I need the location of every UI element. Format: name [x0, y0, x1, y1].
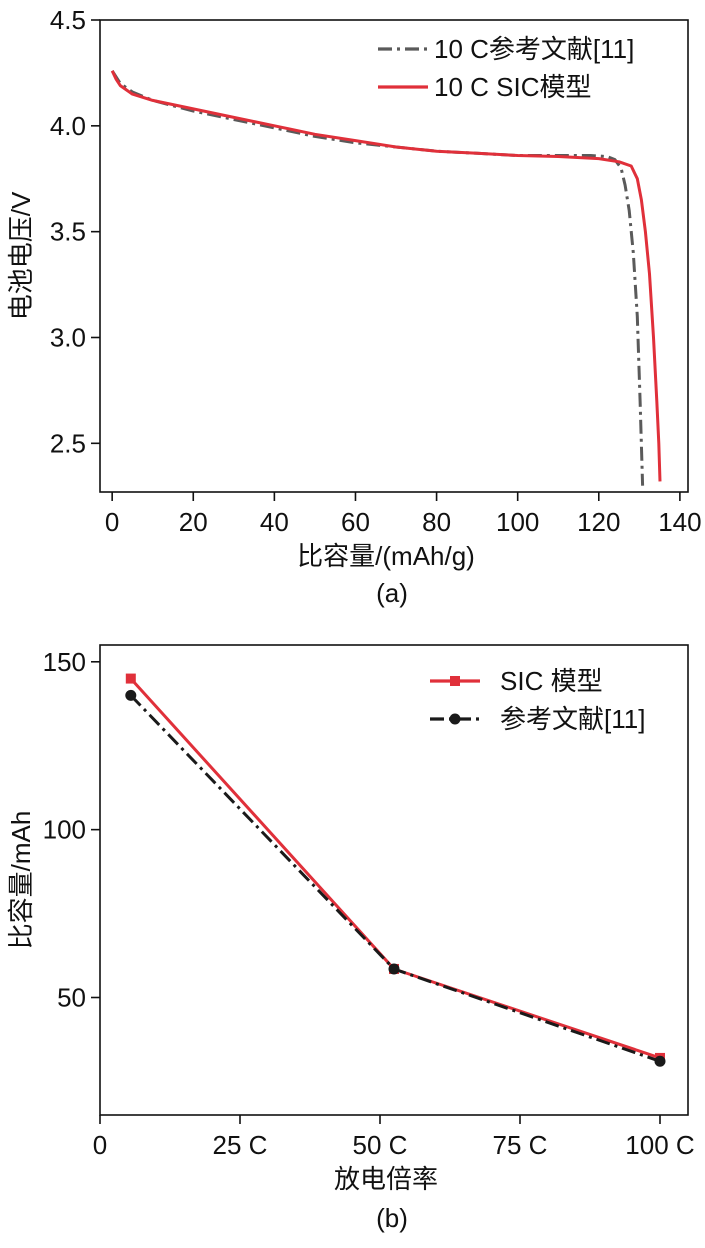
chart-b-legend-label: SIC 模型 [500, 666, 603, 696]
chart-a-x-tick-label: 0 [105, 507, 119, 537]
chart-b-series-line [129, 694, 661, 1063]
chart-b-x-tick-label: 100 C [625, 1130, 694, 1160]
chart-b-y-tick-label: 150 [43, 647, 86, 677]
chart-a-y-tick-label: 4.5 [50, 5, 86, 35]
chart-b-data-point-circle [654, 1055, 666, 1067]
chart-b-x-tick-label: 50 C [353, 1130, 408, 1160]
chart-b-x-axis-label: 放电倍率 [334, 1164, 438, 1194]
chart-a-x-tick-label: 120 [577, 507, 620, 537]
chart-a-y-tick-label: 2.5 [50, 428, 86, 458]
chart-b-legend-marker-circle [449, 713, 461, 725]
chart-b-x-tick-label: 0 [93, 1130, 107, 1160]
chart-b-plot-frame [99, 644, 689, 1116]
chart-a-legend: 10 C参考文献[11] 10 C SIC模型 [378, 34, 634, 102]
chart-b-data-point-circle [125, 689, 137, 701]
chart-b-legend-marker-square [450, 676, 460, 686]
chart-a-series-line [110, 70, 662, 482]
chart-a-y-tick-label: 4.0 [50, 111, 86, 141]
chart-b-x-tick-label: 75 C [493, 1130, 548, 1160]
chart-a-x-tick-label: 80 [422, 507, 451, 537]
chart-b: 0 25 C 50 C 75 C 100 C 50 100 150 放电倍率 比容量/mAh (b)… [6, 644, 695, 1233]
chart-a-legend-label: 10 C参考文献[11] [434, 34, 634, 64]
chart-b-y-axis-label: 比容量/mAh [6, 811, 36, 950]
chart-b-data-point-square [125, 673, 136, 684]
chart-a-x-tick-label: 40 [260, 507, 289, 537]
chart-a-plot-frame [99, 19, 689, 493]
chart-a-panel-label: (a) [376, 578, 408, 608]
chart-a-x-tick-label: 60 [341, 507, 370, 537]
chart-b-panel-label: (b) [376, 1203, 408, 1233]
chart-b-series-2 [125, 689, 666, 1067]
chart-a-y-tick-label: 3.0 [50, 322, 86, 352]
chart-a-series-1 [110, 69, 645, 486]
chart-b-legend-label: 参考文献[11] [500, 704, 645, 734]
chart-b-data-point-circle [388, 963, 400, 975]
chart-b-y-tick-label: 100 [43, 815, 86, 845]
chart-a-x-tick-label: 100 [496, 507, 539, 537]
chart-b-y-tick-label: 50 [57, 983, 86, 1013]
chart-a-y-tick-label: 3.5 [50, 217, 86, 247]
chart-a: 0 20 40 60 80 100 120 140 2.5 3.0 3.5 4.0 4.5 比容量/(mA… [6, 5, 702, 608]
chart-a-y-axis-label: 电池电压/V [6, 191, 36, 320]
chart-a-x-tick-label: 140 [658, 507, 701, 537]
chart-a-series-line [110, 69, 645, 486]
chart-a-series-2 [110, 70, 662, 482]
chart-b-series-line [129, 677, 661, 1060]
chart-a-x-axis-label: 比容量/(mAh/g) [297, 541, 475, 571]
chart-a-legend-label: 10 C SIC模型 [434, 72, 592, 102]
chart-a-x-tick-label: 20 [179, 507, 208, 537]
chart-b-x-tick-label: 25 C [213, 1130, 268, 1160]
